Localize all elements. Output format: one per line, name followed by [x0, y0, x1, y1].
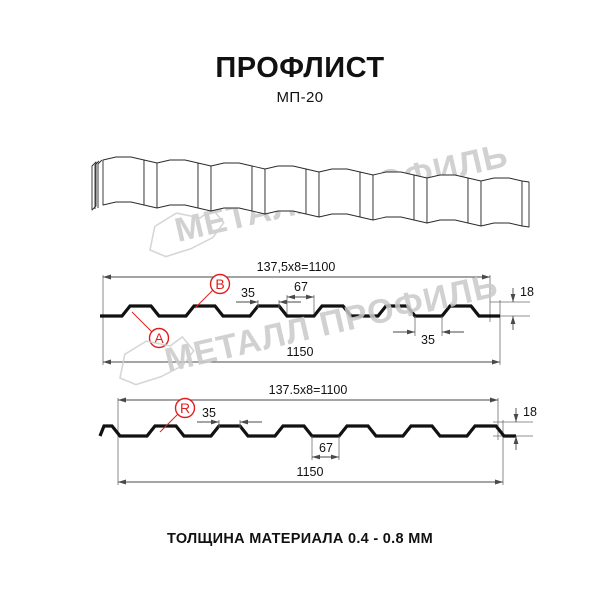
dimension-height-bottom-label: 18	[523, 405, 537, 419]
material-thickness-note: ТОЛЩИНА МАТЕРИАЛА 0.4 - 0.8 ММ	[167, 531, 433, 547]
dimension-trough-top-label: 67	[294, 280, 308, 294]
watermark-logo-icon-bottom	[119, 335, 195, 386]
extension-lines-bottom	[117, 398, 533, 485]
profile-waveform-bottom	[98, 424, 516, 438]
dimension-trough-bottom: 67	[311, 436, 340, 460]
page-subtitle: МП-20	[276, 89, 324, 106]
dimension-pitch-bottom-label: 137.5x8=1100	[269, 383, 348, 397]
page-title: ПРОФЛИСТ	[215, 52, 385, 84]
dimension-pitch-top-label: 137,5x8=1100	[257, 260, 336, 274]
callout-b-label: B	[215, 276, 224, 292]
dimension-total-top-label: 1150	[287, 345, 314, 359]
dimension-crest-top-label: 35	[241, 286, 255, 300]
callout-a-label: A	[154, 330, 164, 346]
callout-b-circle	[209, 273, 231, 295]
dimension-height-top-label: 18	[520, 285, 534, 299]
dimension-crest-top: 35	[236, 286, 301, 308]
dimension-valley-top: 35	[393, 316, 464, 347]
dimension-height-top: 18	[510, 285, 534, 330]
dimension-trough-top: 67	[286, 280, 315, 314]
watermark-logo-icon	[149, 207, 225, 258]
cross-section-bottom: 137.5x8=1100 35 67	[98, 383, 537, 485]
callout-r-label: R	[180, 400, 190, 416]
dimension-valley-top-label: 35	[421, 333, 435, 347]
callout-r-circle	[174, 397, 196, 419]
dimension-total-bottom-label: 1150	[297, 465, 324, 479]
dimension-pitch-top: 137,5x8=1100	[103, 260, 490, 280]
dimension-crest-bottom-label: 35	[202, 406, 216, 420]
dimension-total-bottom: 1150	[118, 465, 503, 485]
isometric-profile-view	[91, 156, 530, 228]
cross-section-top: 137,5x8=1100 35 67	[100, 260, 534, 365]
dimension-trough-bottom-label: 67	[319, 441, 333, 455]
profile-waveform-top	[100, 304, 500, 318]
dimension-crest-bottom: 35	[197, 406, 262, 428]
callout-b[interactable]: B	[194, 273, 231, 309]
dimension-height-bottom: 18	[513, 405, 537, 450]
dimension-total-top: 1150	[103, 345, 500, 365]
dimension-pitch-bottom: 137.5x8=1100	[118, 383, 498, 403]
callout-r[interactable]: R	[159, 397, 196, 433]
